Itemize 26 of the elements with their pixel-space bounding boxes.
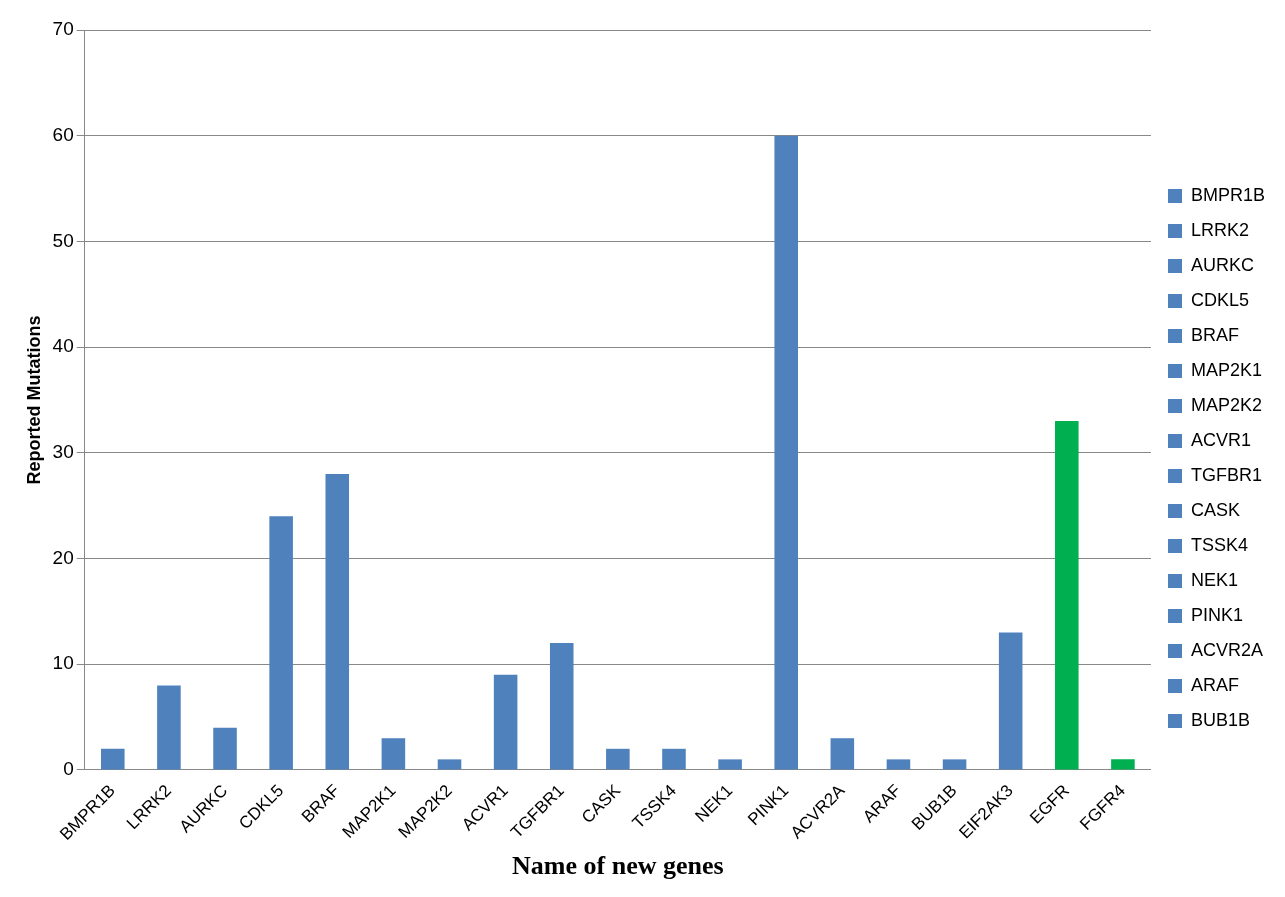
legend-label: TGFBR1: [1190, 464, 1262, 485]
legend-label: BRAF: [1190, 324, 1239, 345]
y-tick-label: 40: [52, 335, 74, 357]
legend-label: PINK1: [1190, 604, 1244, 625]
y-tick-label: 30: [52, 441, 74, 463]
y-tick-label: 70: [52, 18, 74, 40]
y-axis-title: Reported Mutations: [23, 315, 44, 485]
y-tick-label: 60: [52, 123, 74, 145]
legend-label: NEK1: [1190, 569, 1239, 590]
legend-label: CDKL5: [1190, 289, 1250, 310]
y-tick-label: 10: [52, 652, 74, 674]
legend-label: ACVR2A: [1190, 639, 1264, 660]
legend-label: MAP2K1: [1190, 359, 1263, 380]
legend-label: BMPR1B: [1190, 184, 1266, 205]
x-axis-title: Name of new genes: [512, 851, 724, 881]
legend-label: MAP2K2: [1190, 394, 1263, 415]
y-tick-label: 0: [63, 758, 74, 780]
y-tick-label: 50: [52, 229, 74, 251]
legend-label: ACVR1: [1190, 429, 1252, 450]
legend-label: AURKC: [1190, 254, 1254, 275]
y-tick-label: 20: [52, 546, 74, 568]
legend-label: TSSK4: [1190, 534, 1249, 555]
legend-label: LRRK2: [1190, 219, 1250, 240]
legend-label: BUB1B: [1190, 709, 1251, 730]
legend-label: ARAF: [1190, 674, 1239, 695]
legend-label: CASK: [1190, 499, 1241, 520]
